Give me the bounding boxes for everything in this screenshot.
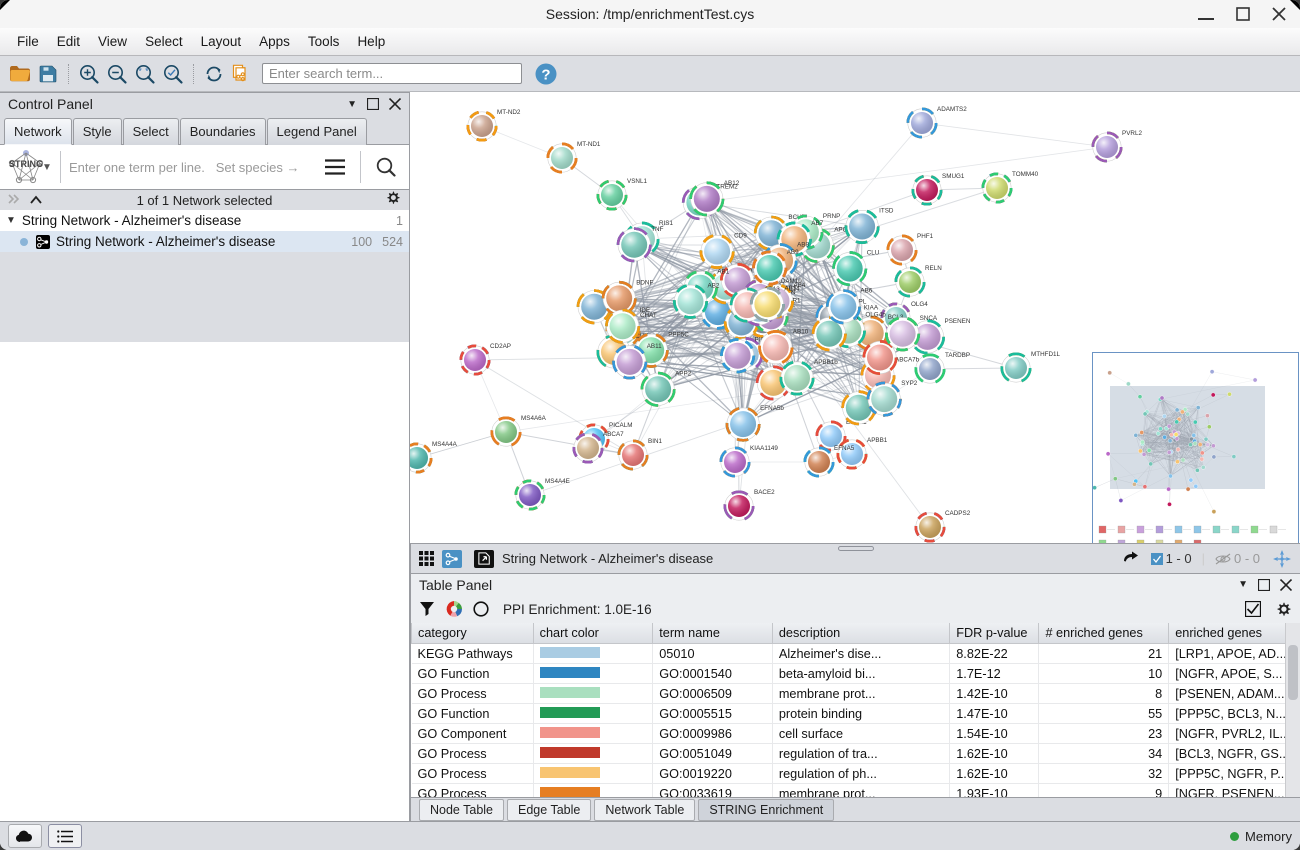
svg-text:AB6: AB6	[860, 288, 872, 295]
svg-text:APBB1b: APBB1b	[814, 359, 838, 366]
svg-text:AB7: AB7	[811, 220, 823, 227]
svg-text:?: ?	[541, 66, 550, 83]
svg-text:MS4A6A: MS4A6A	[521, 415, 547, 422]
svg-text:STRING: STRING	[9, 159, 43, 169]
svg-text:ABCA7: ABCA7	[603, 431, 624, 438]
svg-text:KIAA1149: KIAA1149	[750, 445, 778, 452]
svg-text:ITSD: ITSD	[879, 208, 894, 215]
svg-text:PHF1: PHF1	[917, 233, 934, 240]
svg-text:TNF: TNF	[651, 226, 663, 233]
svg-text:AB9: AB9	[787, 249, 799, 256]
svg-text:MT-ND2: MT-ND2	[497, 109, 521, 116]
svg-text:ABCA7b: ABCA7b	[895, 356, 920, 363]
svg-text:KIAA: KIAA	[864, 304, 879, 311]
svg-text:AB1: AB1	[717, 269, 729, 276]
svg-text:AB11: AB11	[647, 343, 662, 350]
svg-text:EFNA5b: EFNA5b	[760, 405, 784, 412]
svg-text:AB14: AB14	[784, 285, 800, 292]
svg-text:TOMM40: TOMM40	[1012, 171, 1039, 178]
svg-text:AB8: AB8	[797, 242, 809, 249]
svg-text:ADAMTS2: ADAMTS2	[937, 106, 967, 113]
svg-text:SNCA: SNCA	[920, 315, 938, 322]
svg-text:BDNF: BDNF	[636, 279, 653, 286]
svg-text:APBB1: APBB1	[867, 437, 888, 444]
svg-text:SMUG1: SMUG1	[942, 173, 965, 180]
svg-text:SYP2: SYP2	[901, 380, 918, 387]
svg-text:RELN: RELN	[925, 265, 942, 272]
svg-text:AB12: AB12	[724, 180, 740, 187]
svg-text:CADPS2: CADPS2	[945, 510, 971, 517]
svg-text:VSNL1: VSNL1	[627, 178, 647, 185]
svg-text:MS4A4E: MS4A4E	[545, 478, 570, 485]
svg-text:PSENEN: PSENEN	[945, 318, 971, 325]
svg-text:BACE2: BACE2	[754, 489, 775, 496]
svg-text:MTHFD1L: MTHFD1L	[1031, 351, 1061, 358]
svg-text:PICALM: PICALM	[609, 422, 632, 429]
svg-text:MT-ND1: MT-ND1	[577, 141, 601, 148]
svg-text:PRNP: PRNP	[823, 213, 841, 220]
svg-text:PVRL2: PVRL2	[1122, 130, 1142, 137]
svg-text:AB2: AB2	[708, 282, 720, 289]
svg-text:PPP5C: PPP5C	[668, 331, 689, 338]
svg-text:IDE: IDE	[640, 307, 651, 314]
svg-text:OLG4b: OLG4b	[865, 312, 886, 319]
svg-text:CLU: CLU	[867, 250, 880, 257]
svg-text:BIN1: BIN1	[648, 438, 662, 445]
svg-text:CD9: CD9	[734, 233, 747, 240]
svg-text:APP2: APP2	[675, 370, 692, 377]
svg-text:CD2AP: CD2AP	[490, 343, 511, 350]
svg-text:TARDBP: TARDBP	[945, 352, 970, 359]
svg-text:OLG4: OLG4	[911, 301, 928, 308]
svg-text:EFNA5: EFNA5	[834, 445, 855, 452]
svg-text:MS4A4A: MS4A4A	[432, 441, 458, 448]
svg-text:AB10: AB10	[793, 329, 809, 336]
